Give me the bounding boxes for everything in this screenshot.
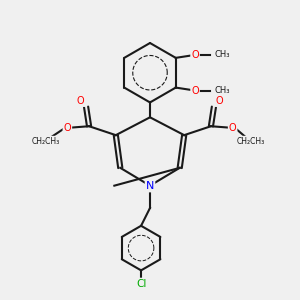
Text: CH₂CH₃: CH₂CH₃ (237, 136, 265, 146)
Text: O: O (229, 123, 236, 133)
Text: Cl: Cl (136, 279, 146, 289)
Text: CH₃: CH₃ (214, 50, 230, 59)
Text: O: O (191, 50, 199, 60)
Text: O: O (64, 123, 71, 133)
Text: O: O (77, 96, 85, 106)
Text: N: N (146, 181, 154, 191)
Text: O: O (215, 96, 223, 106)
Text: CH₂CH₃: CH₂CH₃ (32, 136, 60, 146)
Text: CH₃: CH₃ (214, 86, 230, 95)
Text: O: O (191, 85, 199, 96)
